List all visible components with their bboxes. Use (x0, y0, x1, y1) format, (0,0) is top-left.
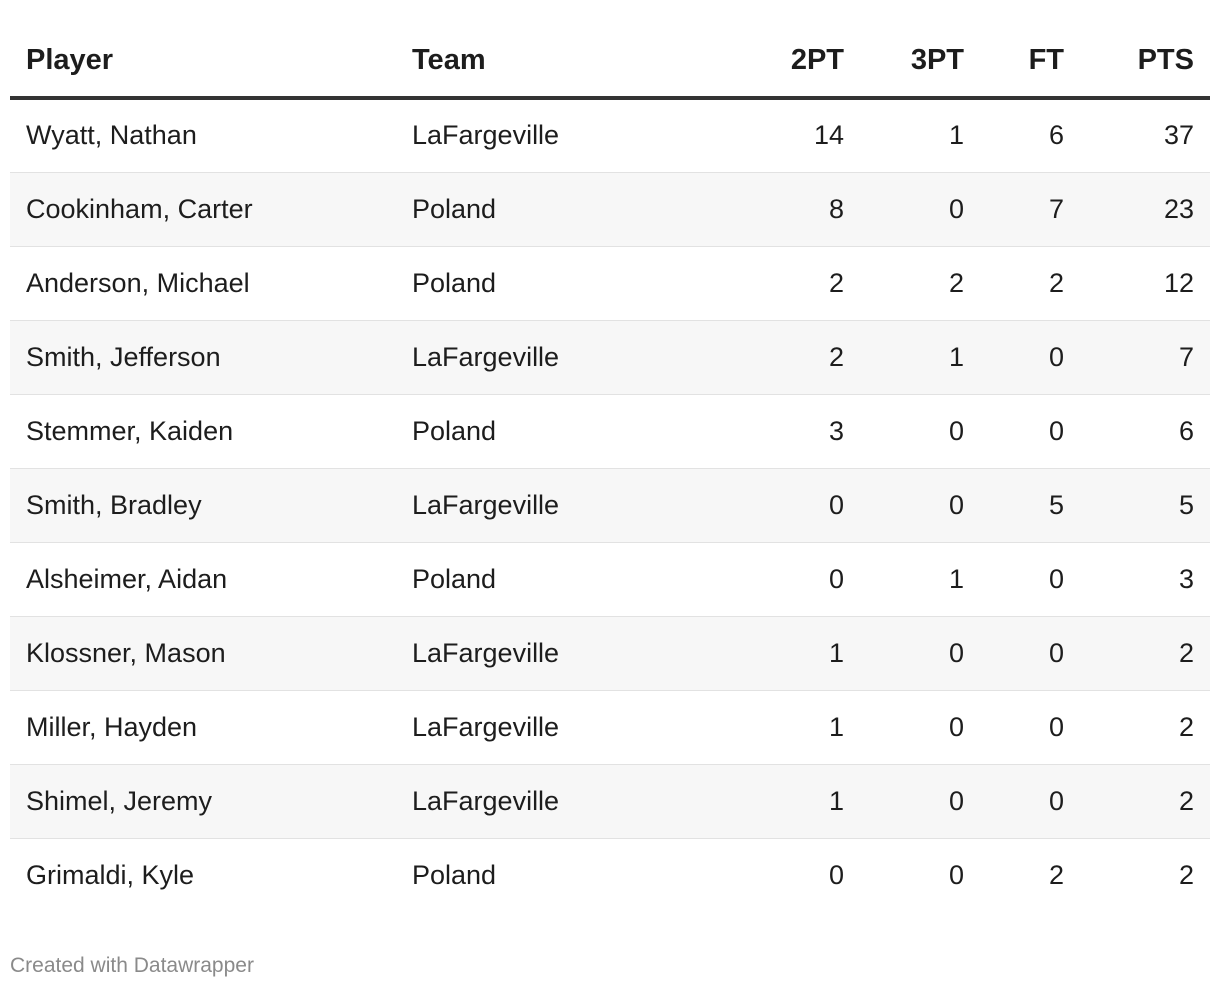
cell-2pt: 1 (710, 690, 860, 765)
cell-player: Stemmer, Kaiden (10, 394, 396, 469)
cell-3pt: 0 (860, 690, 980, 765)
table-row: Wyatt, Nathan LaFargeville 14 1 6 37 (10, 98, 1210, 173)
cell-ft: 7 (980, 172, 1080, 247)
cell-3pt: 0 (860, 468, 980, 543)
table-row: Shimel, Jeremy LaFargeville 1 0 0 2 (10, 764, 1210, 839)
cell-ft: 2 (1048, 859, 1064, 890)
table-row: Cookinham, Carter Poland 8 0 7 23 (10, 172, 1210, 247)
cell-3pt: 0 (860, 172, 980, 247)
cell-ft: 0 (980, 542, 1080, 617)
cell-ft: 0 (980, 394, 1080, 469)
cell-team: Poland (396, 246, 710, 321)
cell-3pt: 0 (860, 394, 980, 469)
table-row: Miller, Hayden LaFargeville 1 0 0 2 (10, 690, 1210, 765)
cell-2pt: 2 (710, 246, 860, 321)
cell-pts: 2 (1080, 616, 1210, 691)
column-header-player[interactable]: Player (10, 26, 396, 100)
cell-player: Wyatt, Nathan (10, 98, 396, 173)
cell-player: Alsheimer, Aidan (10, 542, 396, 617)
table-row: Alsheimer, Aidan Poland 0 1 0 3 (10, 542, 1210, 617)
cell-team: LaFargeville (396, 98, 710, 173)
cell-3pt: 1 (860, 98, 980, 173)
table-row: Anderson, Michael Poland 2 2 2 12 (10, 246, 1210, 321)
cell-pts: 6 (1080, 394, 1210, 469)
cell-player: Cookinham, Carter (10, 172, 396, 247)
cell-team: Poland (412, 859, 497, 890)
cell-3pt: 1 (860, 542, 980, 617)
column-header-pts[interactable]: PTS (1080, 26, 1210, 100)
cell-player: Shimel, Jeremy (10, 764, 396, 839)
cell-player: Anderson, Michael (10, 246, 396, 321)
cell-ft: 2 (980, 246, 1080, 321)
cell-player: Smith, Bradley (10, 468, 396, 543)
cell-pts: 12 (1080, 246, 1210, 321)
cell-2pt: 1 (710, 616, 860, 691)
table-row: Smith, Bradley LaFargeville 0 0 5 5 (10, 468, 1210, 543)
table-body: Wyatt, Nathan LaFargeville 14 1 6 37 Cookinham… (10, 98, 1210, 912)
cell-ft: 6 (980, 98, 1080, 173)
cell-2pt: 8 (710, 172, 860, 247)
cell-team: LaFargeville (396, 468, 710, 543)
column-header-3pt[interactable]: 3PT (860, 26, 980, 100)
cell-pts: 23 (1080, 172, 1210, 247)
cell-ft: 0 (980, 764, 1080, 839)
cell-ft: 0 (980, 320, 1080, 395)
cell-player: Klossner, Mason (10, 616, 396, 691)
cell-team: Poland (396, 394, 710, 469)
cell-pts: 2 (1178, 859, 1194, 890)
cell-pts: 2 (1080, 764, 1210, 839)
cell-2pt: 0 (828, 859, 844, 890)
cell-team: LaFargeville (396, 764, 710, 839)
cell-3pt: 0 (860, 764, 980, 839)
cell-3pt: 0 (948, 859, 964, 890)
column-header-2pt[interactable]: 2PT (710, 26, 860, 100)
header-row: Player Team 2PT 3PT FT PTS (10, 26, 1210, 100)
cell-pts: 7 (1080, 320, 1210, 395)
table-header: Player Team 2PT 3PT FT PTS (10, 26, 1210, 100)
cell-3pt: 0 (860, 616, 980, 691)
table-row: Stemmer, Kaiden Poland 3 0 0 6 (10, 394, 1210, 469)
cell-ft: 5 (980, 468, 1080, 543)
cell-2pt: 0 (710, 542, 860, 617)
cell-pts: 5 (1080, 468, 1210, 543)
cell-team: Poland (396, 172, 710, 247)
cell-2pt: 2 (710, 320, 860, 395)
column-header-ft[interactable]: FT (980, 26, 1080, 100)
cell-2pt: 0 (710, 468, 860, 543)
cell-team: LaFargeville (396, 320, 710, 395)
cell-3pt: 1 (860, 320, 980, 395)
cell-player: Grimaldi, Kyle (26, 859, 195, 890)
table-row: Smith, Jefferson LaFargeville 2 1 0 7 (10, 320, 1210, 395)
cell-player: Smith, Jefferson (10, 320, 396, 395)
cell-ft: 0 (980, 690, 1080, 765)
cell-pts: 2 (1080, 690, 1210, 765)
table-row: Grimaldi, Kyle Poland 0 0 2 2 (10, 838, 1210, 912)
cell-pts: 37 (1080, 98, 1210, 173)
table-row: Klossner, Mason LaFargeville 1 0 0 2 (10, 616, 1210, 691)
cell-2pt: 14 (710, 98, 860, 173)
cell-2pt: 3 (710, 394, 860, 469)
stats-table-container: Player Team 2PT 3PT FT PTS Wyatt, Nathan… (10, 26, 1210, 912)
cell-team: LaFargeville (396, 690, 710, 765)
cell-2pt: 1 (710, 764, 860, 839)
stats-table: Player Team 2PT 3PT FT PTS Wyatt, Nathan… (10, 26, 1210, 912)
cell-player: Miller, Hayden (10, 690, 396, 765)
datawrapper-credit: Created with Datawrapper (10, 954, 254, 977)
cell-ft: 0 (980, 616, 1080, 691)
cell-3pt: 2 (860, 246, 980, 321)
cell-team: LaFargeville (396, 616, 710, 691)
cell-pts: 3 (1080, 542, 1210, 617)
column-header-team[interactable]: Team (396, 26, 710, 100)
cell-team: Poland (396, 542, 710, 617)
